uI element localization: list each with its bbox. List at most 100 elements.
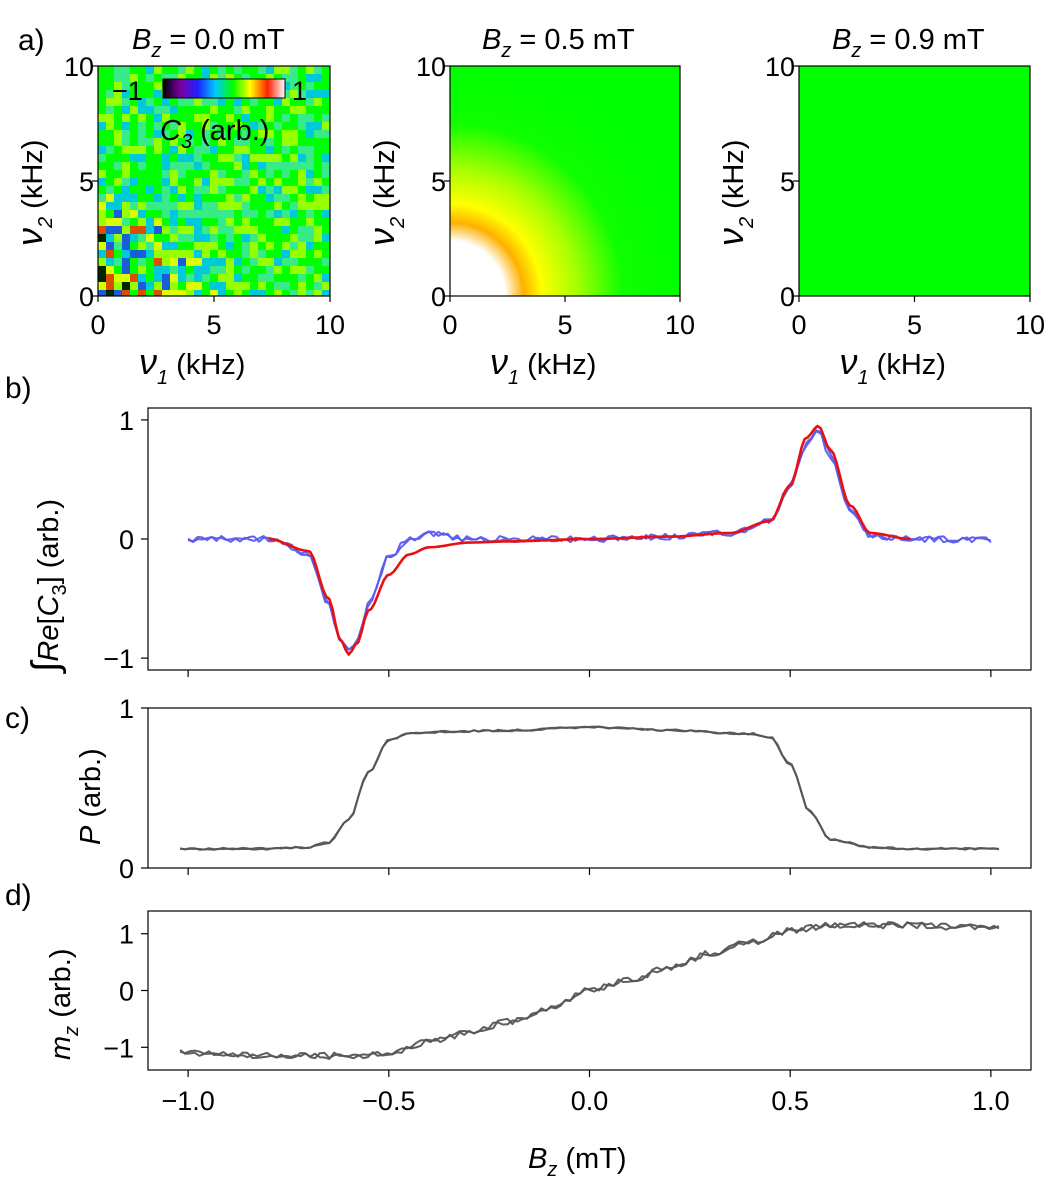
heatmap-cell [114,90,122,98]
heatmap-cell [162,186,170,194]
heatmap-cell [162,106,170,114]
heatmap-cell [314,130,322,138]
data-line [179,725,1000,851]
heatmap-cell [250,258,258,266]
heatmap-cell [186,218,194,226]
y-tick-label: 10 [765,52,795,82]
heatmap-cell [130,282,138,290]
heatmap-cell [194,218,202,226]
colorbar-min-label: −1 [112,76,143,106]
heatmap-cell [242,170,250,178]
heatmap-cell [282,98,290,106]
heatmap-cell [122,290,130,296]
heatmap-cell [170,250,178,258]
heatmap-cell [258,66,266,74]
heatmap-cell [178,130,186,138]
heatmap-cell [114,74,122,82]
x-tick-label: 5 [907,310,922,340]
heatmap-cell [114,162,122,170]
heatmap-cell [266,170,274,178]
heatmap-cell [194,258,202,266]
heatmap-cell [194,146,202,154]
heatmap-cell [202,98,210,106]
heatmap-cell [234,162,242,170]
heatmap-cell [242,74,250,82]
heatmap-cell [242,210,250,218]
heatmap-cell [122,242,130,250]
y-tick-label: 0 [119,525,134,555]
heatmap-cell [322,186,330,194]
heatmap-cell [186,250,194,258]
heatmap-cell [274,122,282,130]
heatmap-cell [226,242,234,250]
heatmap-cell [250,234,258,242]
heatmap-cell [194,154,202,162]
heatmap-cell [114,66,122,74]
x-axis-label: ν1 (kHz) [840,341,946,389]
y-tick-label: 1 [119,694,134,724]
heatmap-cell [98,282,106,290]
heatmap-cell [234,146,242,154]
heatmap-cell [226,258,234,266]
heatmap-cell [178,146,186,154]
heatmap-cell [298,290,306,296]
heatmap-cell [306,186,314,194]
heatmap-cell [194,114,202,122]
heatmap-cell [154,130,162,138]
panel-b-integrated-c3: −1 0 1 ∫Re[C3] (arb.) [25,406,1032,677]
heatmap-cell [306,98,314,106]
heatmap-cell [266,258,274,266]
heatmap-cell [154,282,162,290]
heatmap-cell [122,202,130,210]
heatmap-cell [322,114,330,122]
heatmap-cell [194,234,202,242]
heatmap-cell [282,250,290,258]
heatmap-cell [130,274,138,282]
x-tick-label: 0.0 [571,1086,609,1116]
heatmap-cell [154,258,162,266]
heatmap-cell [290,266,298,274]
heatmap-cell [266,154,274,162]
heatmap-cell [170,162,178,170]
heatmap-cell [178,258,186,266]
heatmap-cell [298,274,306,282]
heatmap-cell [314,178,322,186]
y-tick-label: 10 [416,52,446,82]
heatmap-cell [122,122,130,130]
heatmap-cell [322,122,330,130]
heatmap-cell [146,186,154,194]
heatmap-cell [282,226,290,234]
heatmap-cell [242,162,250,170]
heatmap-bz-0.9: 0 5 10 0 5 10 Bz = 0.9 mT ν1 (kHz) ν2 (kHz) [710,24,1045,389]
heatmap-cell [146,282,154,290]
heatmap-cell [162,154,170,162]
heatmap-cell [162,242,170,250]
heatmap-cell [306,266,314,274]
heatmap-cell [178,170,186,178]
heatmap-cell [106,90,114,98]
heatmap-cell [242,226,250,234]
heatmap-cell [202,234,210,242]
heatmap-cell [314,274,322,282]
heatmap-cell [274,66,282,74]
heatmap-cell [178,250,186,258]
heatmap-cell [170,186,178,194]
heatmap-cell [186,290,194,296]
heatmap-cell [106,282,114,290]
heatmap-cell [122,98,130,106]
heatmap-cell [170,282,178,290]
heatmap-cell [178,266,186,274]
heatmap-cell [170,274,178,282]
heatmap-cell [322,90,330,98]
heatmap-cell [250,242,258,250]
heatmap-cell [306,154,314,162]
heatmap-cell [250,170,258,178]
y-tick-label: 5 [780,167,795,197]
heatmap-cell [258,186,266,194]
heatmap-cell [218,258,226,266]
heatmap-cell [122,186,130,194]
heatmap-cell [282,194,290,202]
heatmap-cell [122,210,130,218]
heatmap-cell [162,290,170,296]
y-tick-label: 1 [119,920,134,950]
